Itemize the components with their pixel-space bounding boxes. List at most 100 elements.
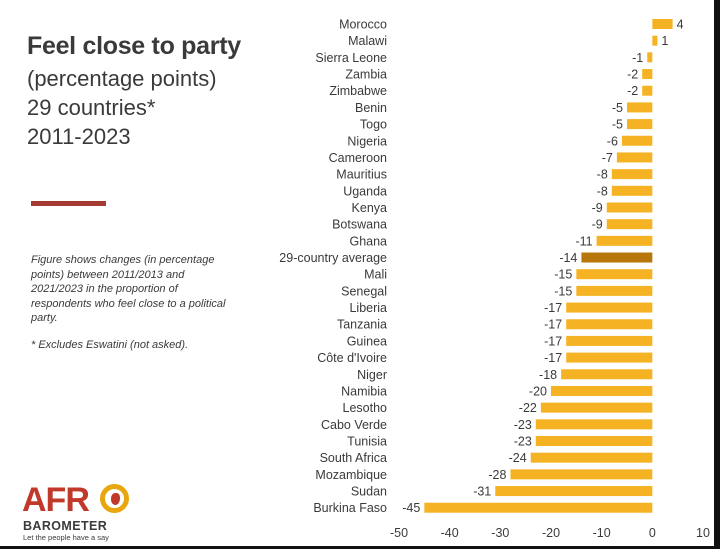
bar-sierra-leone bbox=[647, 52, 653, 63]
frame-edge-bottom bbox=[0, 546, 720, 549]
bar-mali bbox=[576, 269, 653, 280]
bar-guinea bbox=[566, 335, 653, 346]
bar-lesotho bbox=[540, 402, 653, 413]
bar-botswana bbox=[606, 219, 653, 230]
category-label-c-te-d-ivoire: Côte d'Ivoire bbox=[317, 351, 387, 365]
category-label-nigeria: Nigeria bbox=[347, 134, 387, 148]
category-label-cameroon: Cameroon bbox=[329, 151, 387, 165]
africa-globe-icon bbox=[100, 484, 129, 513]
bar-cabo-verde bbox=[535, 419, 653, 430]
bar-niger bbox=[561, 369, 653, 380]
bar-liberia bbox=[566, 302, 653, 313]
value-label-zimbabwe: -2 bbox=[627, 84, 638, 98]
category-label-29-country-average: 29-country average bbox=[279, 251, 387, 265]
bar-south-africa bbox=[530, 452, 653, 463]
category-label-malawi: Malawi bbox=[348, 34, 387, 48]
category-label-lesotho: Lesotho bbox=[343, 401, 388, 415]
value-label-nigeria: -6 bbox=[607, 134, 618, 148]
accent-divider bbox=[31, 201, 106, 206]
value-label-togo: -5 bbox=[612, 118, 623, 132]
value-label-namibia: -20 bbox=[529, 384, 547, 398]
x-tick-label: -30 bbox=[491, 526, 509, 540]
figure-note: Figure shows changes (in percentage poin… bbox=[31, 254, 226, 324]
chart-title: Feel close to party bbox=[27, 32, 241, 60]
value-label-ghana: -11 bbox=[575, 234, 592, 248]
logo-wordmark-afr: AFR bbox=[22, 481, 90, 519]
bar-cameroon bbox=[616, 152, 653, 163]
x-tick-label: 0 bbox=[649, 526, 656, 540]
bar-benin bbox=[627, 102, 653, 113]
value-label-guinea: -17 bbox=[544, 334, 562, 348]
value-label-benin: -5 bbox=[612, 101, 623, 115]
bar-tunisia bbox=[535, 436, 653, 446]
bar-kenya bbox=[606, 202, 653, 213]
x-tick-label: -10 bbox=[593, 526, 611, 540]
logo-wordmark-barometer: BAROMETER bbox=[23, 519, 108, 533]
category-label-niger: Niger bbox=[357, 368, 387, 382]
value-label-mauritius: -8 bbox=[597, 168, 608, 182]
x-tick-label: -50 bbox=[390, 526, 408, 540]
bar-ghana bbox=[596, 235, 653, 246]
category-label-burkina-faso: Burkina Faso bbox=[313, 501, 387, 515]
bar-burkina-faso bbox=[424, 502, 653, 513]
bar-zambia bbox=[642, 69, 653, 80]
category-label-south-africa: South Africa bbox=[320, 451, 387, 465]
value-label-sierra-leone: -1 bbox=[632, 51, 643, 65]
category-label-mozambique: Mozambique bbox=[315, 468, 387, 482]
category-label-tunisia: Tunisia bbox=[347, 435, 387, 449]
frame-edge-right bbox=[714, 0, 720, 549]
value-label-south-africa: -24 bbox=[509, 451, 527, 465]
category-label-tanzania: Tanzania bbox=[337, 318, 387, 332]
value-label-c-te-d-ivoire: -17 bbox=[544, 351, 562, 365]
category-label-zambia: Zambia bbox=[345, 68, 387, 82]
value-label-burkina-faso: -45 bbox=[402, 501, 420, 515]
x-tick-label: 10 bbox=[696, 526, 710, 540]
category-label-guinea: Guinea bbox=[347, 334, 387, 348]
value-label-uganda: -8 bbox=[597, 184, 608, 198]
value-label-liberia: -17 bbox=[544, 301, 562, 315]
bar-mauritius bbox=[611, 169, 653, 180]
bar-morocco bbox=[652, 19, 673, 29]
category-label-cabo-verde: Cabo Verde bbox=[321, 418, 387, 432]
category-label-mali: Mali bbox=[364, 268, 387, 282]
category-label-benin: Benin bbox=[355, 101, 387, 115]
bar-malawi bbox=[652, 35, 658, 46]
category-label-kenya: Kenya bbox=[352, 201, 387, 215]
value-label-morocco: 4 bbox=[677, 18, 684, 32]
bar-nigeria bbox=[621, 135, 653, 146]
category-label-sudan: Sudan bbox=[351, 485, 387, 499]
value-label-botswana: -9 bbox=[592, 218, 603, 232]
value-label-29-country-average: -14 bbox=[559, 251, 577, 265]
category-label-morocco: Morocco bbox=[339, 18, 387, 32]
category-label-zimbabwe: Zimbabwe bbox=[329, 84, 387, 98]
value-label-tunisia: -23 bbox=[514, 435, 532, 449]
category-label-liberia: Liberia bbox=[349, 301, 387, 315]
value-label-tanzania: -17 bbox=[544, 318, 562, 332]
category-label-sierra-leone: Sierra Leone bbox=[315, 51, 387, 65]
category-label-senegal: Senegal bbox=[341, 284, 387, 298]
footnote: * Excludes Eswatini (not asked). bbox=[31, 339, 189, 351]
chart-subtitle-period: 2011-2023 bbox=[27, 124, 131, 149]
chart-subtitle-units: (percentage points) bbox=[27, 66, 217, 91]
x-tick-label: -20 bbox=[542, 526, 560, 540]
chart-subtitle-countries: 29 countries* bbox=[27, 95, 156, 120]
bar-29-country-average bbox=[581, 252, 653, 263]
value-label-lesotho: -22 bbox=[519, 401, 537, 415]
category-label-mauritius: Mauritius bbox=[336, 168, 387, 182]
category-label-uganda: Uganda bbox=[343, 184, 387, 198]
value-label-senegal: -15 bbox=[554, 284, 572, 298]
value-label-sudan: -31 bbox=[473, 485, 491, 499]
afrobarometer-logo: AFR BAROMETER Let the people have a say bbox=[22, 481, 142, 542]
value-label-zambia: -2 bbox=[627, 68, 638, 82]
value-label-malawi: 1 bbox=[661, 34, 668, 48]
value-label-kenya: -9 bbox=[592, 201, 603, 215]
bar-togo bbox=[627, 119, 653, 130]
value-label-niger: -18 bbox=[539, 368, 557, 382]
value-label-mali: -15 bbox=[554, 268, 572, 282]
value-label-cabo-verde: -23 bbox=[514, 418, 532, 432]
category-label-botswana: Botswana bbox=[332, 218, 387, 232]
bar-senegal bbox=[576, 285, 653, 296]
category-label-namibia: Namibia bbox=[341, 384, 387, 398]
